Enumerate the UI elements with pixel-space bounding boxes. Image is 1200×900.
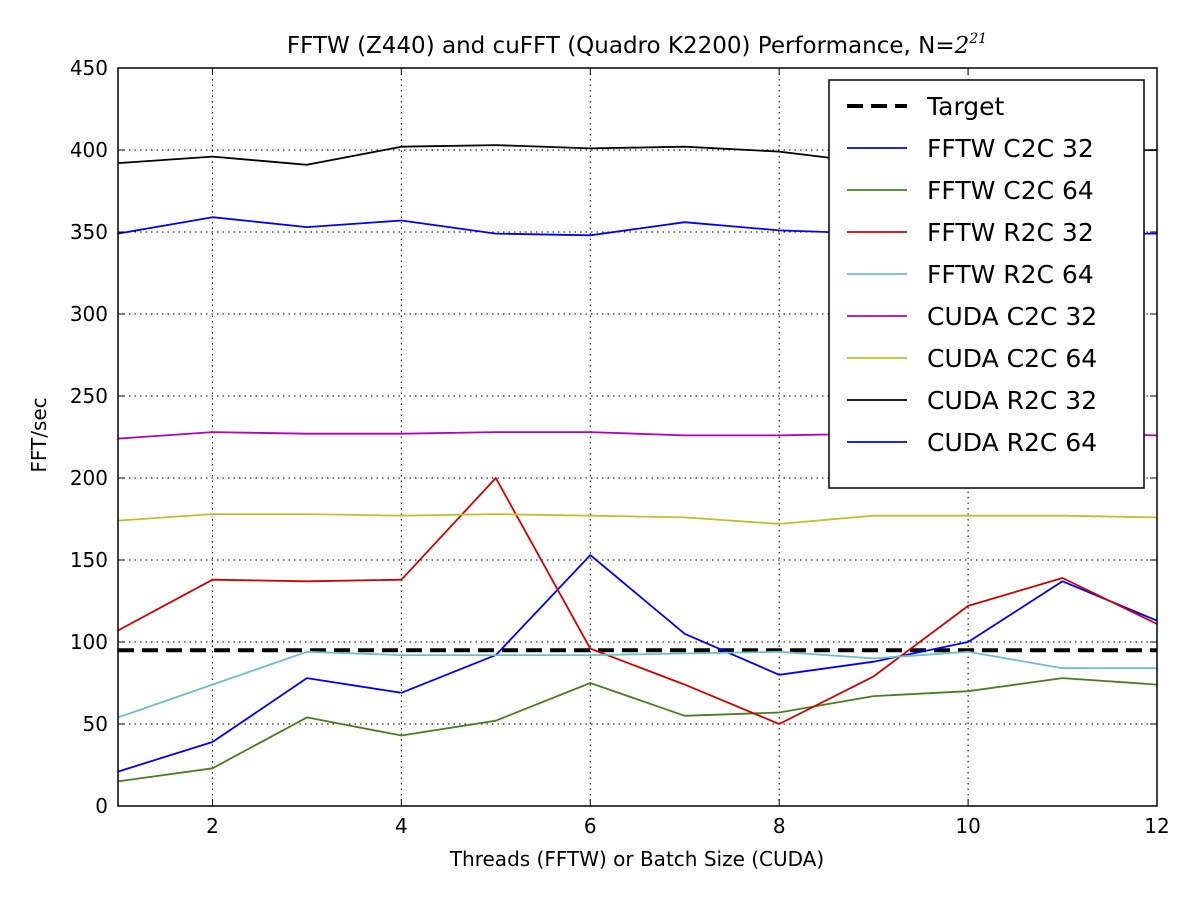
chart-title: FFTW (Z440) and cuFFT (Quadro K2200) Per… (287, 31, 987, 59)
y-tick-label: 450 (70, 56, 108, 80)
y-tick-label: 400 (70, 138, 108, 162)
legend-label: FFTW R2C 32 (927, 218, 1094, 247)
x-tick-label: 2 (206, 814, 219, 838)
series-line-6 (117, 513, 1158, 525)
x-axis-label: Threads (FFTW) or Batch Size (CUDA) (449, 847, 824, 871)
x-tick-label: 6 (584, 814, 597, 838)
x-tick-label: 10 (955, 814, 980, 838)
y-tick-label: 200 (70, 466, 108, 490)
x-tick-label: 12 (1144, 814, 1169, 838)
series-line-4 (117, 650, 1157, 719)
x-tick-label: 4 (395, 814, 408, 838)
series-line-2 (117, 677, 1158, 783)
legend-label: CUDA C2C 32 (927, 302, 1097, 331)
legend-label: FFTW R2C 64 (927, 260, 1094, 289)
legend-label: FFTW C2C 64 (927, 176, 1094, 205)
legend-label: Target (926, 92, 1005, 121)
y-axis-label: FFT/sec (27, 397, 51, 472)
legend-label: CUDA R2C 32 (927, 386, 1097, 415)
plot-frame (117, 67, 1158, 807)
y-tick-label: 0 (95, 794, 108, 818)
y-tick-label: 50 (83, 712, 108, 736)
legend-label: CUDA R2C 64 (927, 428, 1097, 457)
series-line-3 (117, 477, 1158, 725)
y-tick-label: 100 (70, 630, 108, 654)
x-tick-label: 8 (773, 814, 786, 838)
y-tick-label: 150 (70, 548, 108, 572)
y-tick-label: 350 (70, 220, 108, 244)
series-line-1 (117, 554, 1158, 773)
tick-layer: 2 4 6 8 10 12 0 50 100 150 200 250 300 350 400 450 (70, 56, 1170, 838)
legend-label: CUDA C2C 64 (927, 344, 1097, 373)
y-tick-label: 250 (70, 384, 108, 408)
legend-label: FFTW C2C 32 (927, 134, 1094, 163)
legend: Target FFTW C2C 32 FFTW C2C 64 FFTW R2C 32 F… (828, 79, 1145, 489)
y-tick-label: 300 (70, 302, 108, 326)
